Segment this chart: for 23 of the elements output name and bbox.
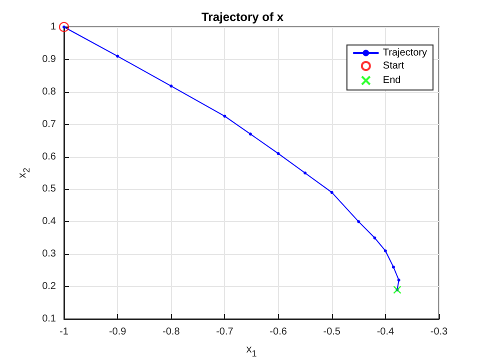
y-tick-label: 0.3 xyxy=(42,248,56,260)
y-tick-label: 0.4 xyxy=(42,216,56,228)
y-tick-label: 1 xyxy=(50,22,56,32)
y-tick-label: 0.1 xyxy=(42,314,56,324)
x-tick-label: -0.3 xyxy=(430,326,448,338)
y-tick-label: 0.6 xyxy=(42,151,56,162)
y-tick-label: 0.8 xyxy=(42,86,56,98)
y-tick-label: 0.2 xyxy=(42,281,56,292)
legend-label: Trajectory xyxy=(382,48,428,58)
y-tick-label: 0.5 xyxy=(42,184,56,195)
y-tick-label: 0.7 xyxy=(42,118,56,130)
y-tick-label: 0.9 xyxy=(42,54,56,65)
x-tick-label: -1 xyxy=(60,326,69,338)
x-tick-label: -0.9 xyxy=(108,326,127,338)
x-tick-label: -0.4 xyxy=(376,326,394,338)
y-axis-title: x2 xyxy=(16,168,32,178)
x-tick-label: -0.7 xyxy=(216,326,234,338)
legend-label: Start xyxy=(382,60,404,72)
x-tick-label: -0.5 xyxy=(323,326,341,338)
chart-title: Trajectory of x xyxy=(201,10,284,24)
legend-label: End xyxy=(382,75,401,86)
x-tick-label: -0.6 xyxy=(270,326,288,338)
x-tick-label: -0.8 xyxy=(162,326,180,338)
